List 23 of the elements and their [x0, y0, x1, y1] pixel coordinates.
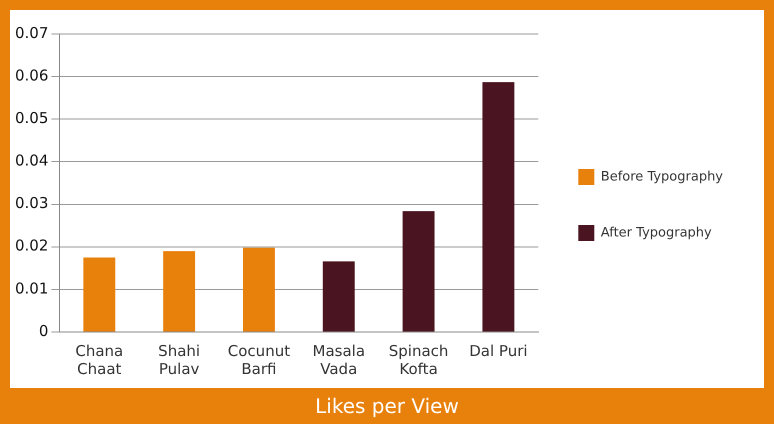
bar: [242, 248, 275, 332]
x-tick-label: Spinach Kofta: [388, 342, 448, 378]
legend-label: Before Typography: [600, 169, 724, 184]
y-tick-label: 0.07: [14, 24, 48, 42]
x-tick-label: Chana Chaat: [75, 342, 124, 378]
y-tick-label: 0.05: [14, 109, 48, 128]
y-tick-label: 0: [38, 322, 48, 340]
bar: [322, 261, 355, 332]
bar: [163, 251, 196, 332]
x-tick-label: Shahi Pulav: [158, 342, 200, 378]
bar: [402, 211, 435, 332]
y-tick-label: 0.01: [14, 279, 48, 298]
x-tick-label: Cocunut Barfi: [228, 342, 290, 378]
y-tick-label: 0.06: [14, 66, 48, 84]
bar: [482, 82, 514, 332]
y-tick-label: 0.04: [14, 152, 48, 170]
x-tick-label: Masala Vada: [312, 342, 366, 378]
x-tick-label: Dal Puri: [469, 342, 528, 360]
bar: [83, 258, 116, 332]
y-tick-label: 0.03: [14, 194, 48, 212]
text: Likes per View: [0, 388, 774, 424]
legend-label: After Typography: [600, 225, 712, 240]
y-tick-label: 0.02: [14, 236, 48, 255]
